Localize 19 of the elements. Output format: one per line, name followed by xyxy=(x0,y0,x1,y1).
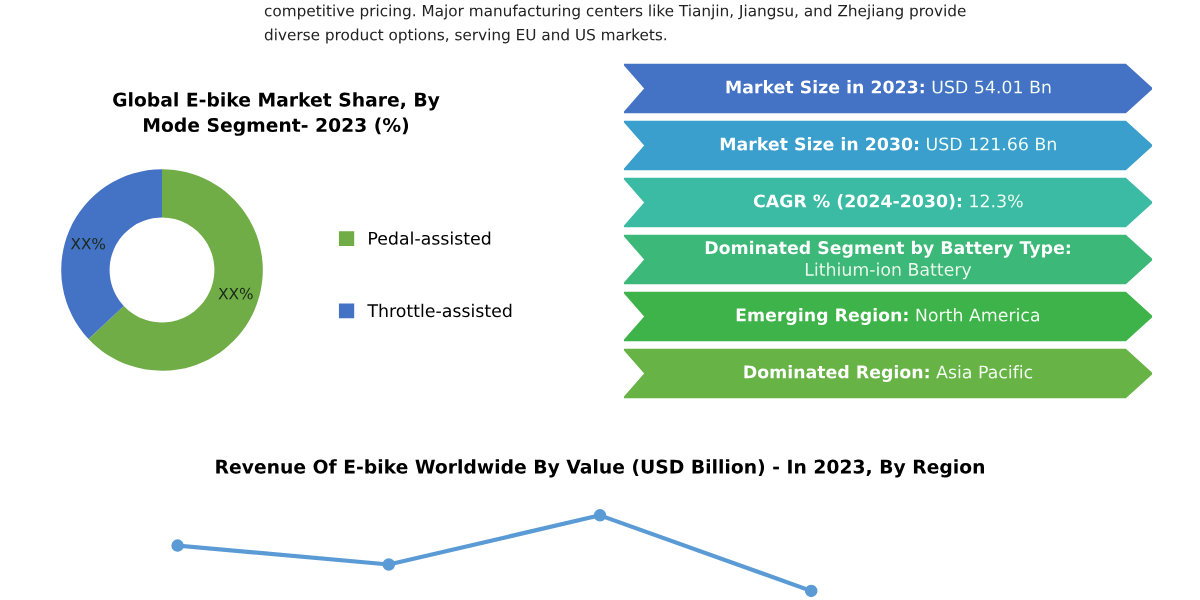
text: diverse product options, serving EU and US markets. xyxy=(264,28,667,44)
text: CAGR % (2024-2030): 12.3% xyxy=(753,194,1023,210)
point xyxy=(593,509,607,522)
text: Market Size in 2030: USD 121.66 Bn xyxy=(720,137,1056,151)
data-label: XX% xyxy=(218,287,253,300)
chart-title: Revenue Of E-bike Worldwide By Value (USD Billion) - In 2023, By Region xyxy=(216,459,984,478)
data-label: XX% xyxy=(70,237,106,250)
text: Dominated Segment by Battery Type: Lithium-ion Battery xyxy=(705,240,1070,280)
point xyxy=(804,584,818,598)
text: Market Size in 2023: USD 54.01 Bn xyxy=(726,80,1051,94)
legend-label: Pedal-assisted xyxy=(369,231,491,245)
donut-slice xyxy=(61,169,162,339)
legend-label: Throttle-assisted xyxy=(367,303,512,318)
text: Dominated Region: Asia Pacific xyxy=(744,365,1033,382)
text: Emerging Region: North America xyxy=(736,308,1040,325)
point xyxy=(171,539,184,552)
chart-title: Global E-bike Market Share, By Mode Segment- 2023 (%) xyxy=(113,92,440,136)
text: competitive pricing. Major manufacturing centers like Tianjin, Jiangsu, and Zhejiang provide xyxy=(264,4,966,20)
point xyxy=(382,558,396,571)
